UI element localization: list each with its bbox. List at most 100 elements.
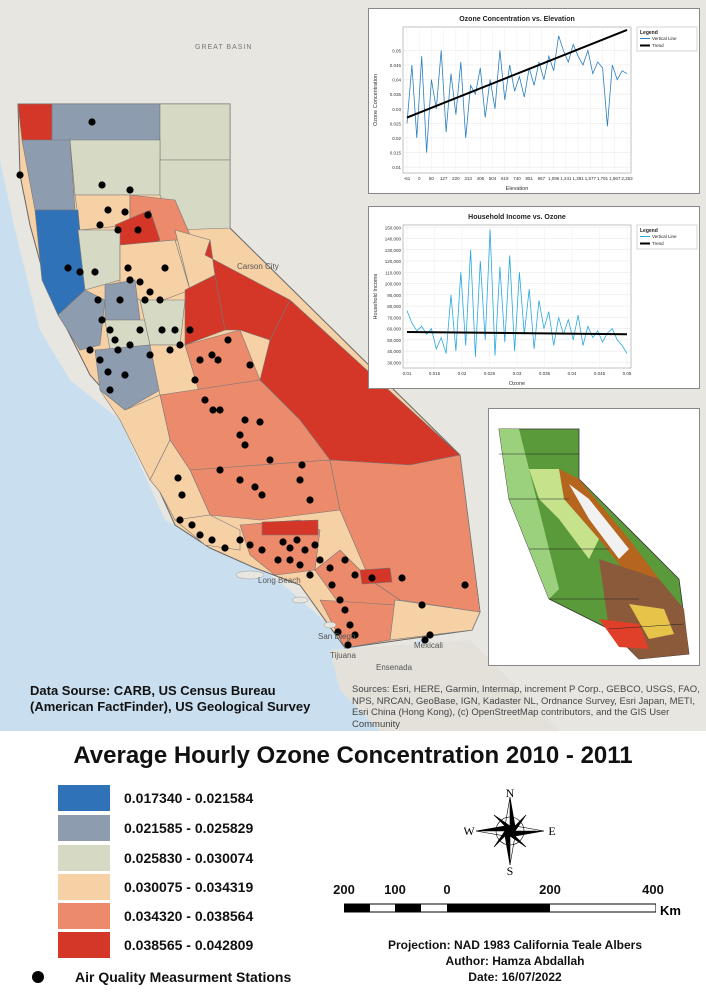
station-dot	[156, 296, 164, 304]
x-tick-label: 0.01	[403, 371, 412, 376]
station-dot	[351, 571, 359, 579]
station-dot	[94, 296, 102, 304]
x-tick-label: 1,577	[585, 176, 597, 181]
station-dot	[146, 288, 154, 296]
scale-unit: Km	[660, 903, 681, 918]
station-dot	[286, 544, 294, 552]
compass-w: W	[464, 824, 475, 838]
scale-tick: 200	[539, 882, 561, 897]
station-dot	[301, 546, 309, 554]
x-tick-label: 406	[477, 176, 485, 181]
station-dot	[296, 476, 304, 484]
station-dot	[146, 351, 154, 359]
y-tick-label: 110,000	[385, 270, 401, 275]
x-tick-label: 1,391	[572, 176, 584, 181]
station-dot	[208, 351, 216, 359]
station-dot	[341, 606, 349, 614]
station-dot	[293, 536, 301, 544]
y-tick-label: 70,000	[387, 315, 401, 320]
projection-info: Projection: NAD 1983 California Teale Al…	[387, 938, 643, 952]
legend-item: Vertical Line	[652, 234, 677, 239]
station-dot	[236, 536, 244, 544]
scale-tick: 100	[384, 882, 406, 897]
y-tick-label: 130,000	[385, 248, 402, 253]
station-dot	[114, 226, 122, 234]
elevation-high	[569, 484, 629, 559]
x-tick-label: 967	[538, 176, 546, 181]
station-dot	[111, 336, 119, 344]
map-frame[interactable]: GREAT BASIN Carson City Mexicali Tijuana…	[0, 0, 706, 731]
chart-title: Ozone Concentration vs. Elevation	[459, 16, 575, 23]
basemap-attribution: Sources: Esri, HERE, Garmin, Intermap, i…	[352, 684, 700, 730]
station-dot	[346, 621, 354, 629]
x-axis-label: Elevation	[506, 186, 529, 192]
station-dot	[64, 264, 72, 272]
station-dot	[236, 431, 244, 439]
legend-swatch	[58, 845, 110, 871]
station-dot	[98, 181, 106, 189]
station-dot	[461, 581, 469, 589]
trend-line	[406, 330, 628, 336]
y-axis-label: Household Income	[373, 274, 379, 320]
legend-class-label: 0.038565 - 0.042809	[124, 937, 254, 953]
station-dot	[96, 356, 104, 364]
scale-tick: 400	[642, 882, 664, 897]
basemap-label: GREAT BASIN	[195, 44, 253, 51]
station-dot	[236, 476, 244, 484]
x-tick-label: 0.03	[513, 371, 522, 376]
city-label: Long Beach	[258, 576, 301, 585]
station-dot	[191, 376, 199, 384]
city-label: Mexicali	[414, 641, 443, 650]
elevation-county-lines	[499, 453, 685, 630]
elevation-valley	[529, 469, 599, 559]
city-label: Carson City	[237, 262, 279, 271]
x-tick-label: 0.04	[568, 371, 577, 376]
legend-swatch	[58, 932, 110, 958]
mexico-land	[330, 640, 560, 731]
station-dot	[76, 268, 84, 276]
elevation-desert-peaks	[629, 604, 674, 639]
x-tick-label: 1,096	[548, 176, 560, 181]
station-dot	[398, 574, 406, 582]
city-label: San Diego	[318, 632, 356, 641]
date-info: Date: 16/07/2022	[468, 970, 562, 984]
y-tick-label: 0.025	[390, 121, 402, 126]
elevation-coast-band	[499, 429, 559, 599]
measurement-stations	[16, 118, 469, 649]
legend-class-label: 0.017340 - 0.021584	[124, 790, 254, 806]
station-dot	[306, 571, 314, 579]
station-dot	[368, 574, 376, 582]
county-la-hotspot	[261, 519, 319, 536]
y-tick-label: 0.05	[392, 48, 401, 53]
station-dot	[216, 466, 224, 474]
station-dot	[214, 356, 222, 364]
station-dot	[121, 208, 129, 216]
y-tick-label: 60,000	[387, 327, 401, 332]
channel-island	[323, 621, 337, 629]
map-title: Average Hourly Ozone Concentration 2010 …	[73, 742, 633, 769]
legend-item: Trend	[652, 241, 664, 246]
county-del-norte	[17, 103, 53, 141]
station-dot	[96, 221, 104, 229]
compass-n: N	[506, 786, 515, 800]
station-dot	[241, 416, 249, 424]
station-dot	[426, 631, 434, 639]
station-dot	[176, 516, 184, 524]
y-tick-label: 0.03	[392, 107, 401, 112]
station-dot	[221, 544, 229, 552]
author-info: Author: Hamza Abdallah	[445, 954, 585, 968]
station-dot	[104, 368, 112, 376]
station-dot	[418, 601, 426, 609]
y-axis-label: Ozone Concentration	[373, 74, 379, 126]
station-dot	[256, 418, 264, 426]
county-modoc	[159, 103, 231, 161]
station-dot	[98, 316, 106, 324]
station-dot	[209, 406, 217, 414]
legend-title: Legend	[640, 228, 658, 234]
x-tick-label: 0.02	[458, 371, 467, 376]
station-dot	[134, 226, 142, 234]
data-source-note: Data Sourse: CARB, US Census Bureau (Ame…	[30, 683, 350, 715]
station-dot	[311, 541, 319, 549]
x-tick-label: 1,791	[597, 176, 609, 181]
